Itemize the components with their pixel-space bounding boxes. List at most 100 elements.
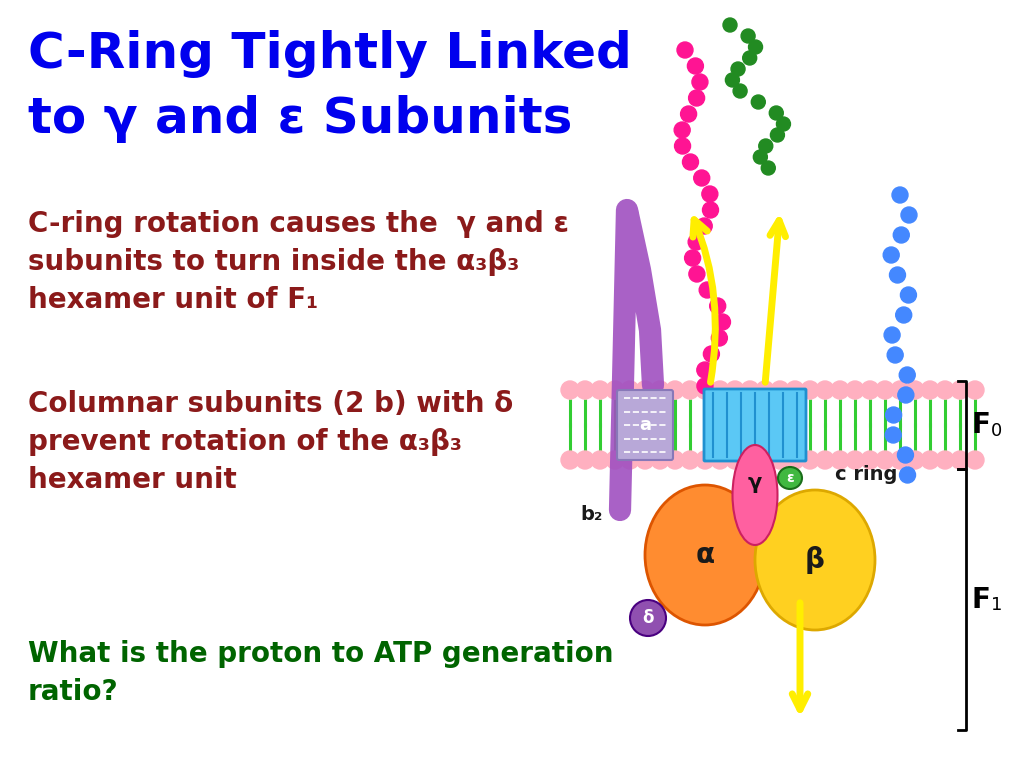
Circle shape (831, 381, 849, 399)
Circle shape (606, 381, 624, 399)
Circle shape (891, 381, 909, 399)
Circle shape (831, 451, 849, 469)
Circle shape (906, 381, 924, 399)
FancyBboxPatch shape (617, 390, 673, 460)
Circle shape (897, 447, 913, 463)
Circle shape (900, 287, 916, 303)
Circle shape (651, 451, 669, 469)
Circle shape (715, 314, 730, 330)
Circle shape (884, 327, 900, 343)
Circle shape (733, 84, 748, 98)
Ellipse shape (755, 490, 874, 630)
Text: prevent rotation of the α₃β₃: prevent rotation of the α₃β₃ (28, 428, 462, 456)
Text: C-ring rotation causes the  γ and ε: C-ring rotation causes the γ and ε (28, 210, 569, 238)
Circle shape (890, 267, 905, 283)
Text: Columnar subunits (2 b) with δ: Columnar subunits (2 b) with δ (28, 390, 513, 418)
Circle shape (697, 378, 713, 394)
Text: to γ and ε Subunits: to γ and ε Subunits (28, 95, 572, 143)
Text: hexamer unit of F₁: hexamer unit of F₁ (28, 286, 318, 314)
Circle shape (770, 128, 784, 142)
Circle shape (776, 117, 791, 131)
Text: α: α (695, 541, 715, 569)
Circle shape (966, 451, 984, 469)
Circle shape (681, 106, 696, 122)
Text: subunits to turn inside the α₃β₃: subunits to turn inside the α₃β₃ (28, 248, 519, 276)
Circle shape (936, 451, 954, 469)
Circle shape (846, 381, 864, 399)
Circle shape (893, 227, 909, 243)
Text: c ring: c ring (835, 465, 897, 485)
Circle shape (731, 62, 745, 76)
Circle shape (696, 381, 714, 399)
Circle shape (861, 451, 879, 469)
Ellipse shape (630, 600, 666, 636)
Circle shape (741, 29, 755, 43)
Circle shape (951, 451, 969, 469)
Circle shape (756, 381, 774, 399)
Circle shape (685, 250, 700, 266)
Circle shape (692, 74, 708, 90)
Circle shape (921, 451, 939, 469)
Circle shape (561, 451, 579, 469)
Circle shape (771, 451, 790, 469)
Circle shape (681, 451, 699, 469)
Circle shape (688, 234, 705, 250)
Circle shape (591, 451, 609, 469)
Text: γ: γ (748, 473, 762, 493)
Circle shape (754, 150, 767, 164)
Circle shape (682, 154, 698, 170)
Text: ε: ε (786, 471, 794, 485)
Circle shape (898, 387, 913, 403)
Circle shape (674, 122, 690, 138)
Circle shape (741, 451, 759, 469)
Circle shape (696, 451, 714, 469)
Circle shape (636, 381, 654, 399)
Circle shape (936, 381, 954, 399)
Circle shape (666, 381, 684, 399)
Circle shape (801, 381, 819, 399)
Circle shape (677, 42, 693, 58)
Circle shape (693, 170, 710, 186)
Circle shape (696, 362, 713, 378)
Circle shape (591, 381, 609, 399)
Circle shape (636, 451, 654, 469)
Text: 1: 1 (991, 597, 1002, 614)
Circle shape (891, 451, 909, 469)
Circle shape (726, 451, 744, 469)
Ellipse shape (778, 467, 802, 489)
Circle shape (899, 467, 915, 483)
Circle shape (896, 307, 911, 323)
Circle shape (756, 451, 774, 469)
Circle shape (696, 218, 713, 234)
Text: F: F (971, 411, 990, 439)
Circle shape (801, 451, 819, 469)
Circle shape (687, 58, 703, 74)
Circle shape (771, 381, 790, 399)
Circle shape (726, 381, 744, 399)
Circle shape (876, 451, 894, 469)
Circle shape (702, 202, 719, 218)
Circle shape (749, 40, 763, 54)
Circle shape (966, 381, 984, 399)
Text: δ: δ (642, 609, 653, 627)
Circle shape (861, 381, 879, 399)
Circle shape (725, 73, 739, 87)
Circle shape (759, 139, 773, 153)
Circle shape (899, 367, 915, 383)
Circle shape (701, 186, 718, 202)
Circle shape (901, 207, 916, 223)
Circle shape (675, 138, 690, 154)
Circle shape (761, 161, 775, 175)
Circle shape (712, 330, 727, 346)
Circle shape (681, 381, 699, 399)
Circle shape (892, 187, 908, 203)
Text: 0: 0 (991, 422, 1002, 440)
Circle shape (666, 451, 684, 469)
Text: hexamer unit: hexamer unit (28, 466, 237, 494)
Circle shape (651, 381, 669, 399)
Circle shape (711, 451, 729, 469)
Text: F: F (971, 585, 990, 614)
Circle shape (884, 247, 899, 263)
Circle shape (752, 95, 765, 109)
Circle shape (906, 451, 924, 469)
